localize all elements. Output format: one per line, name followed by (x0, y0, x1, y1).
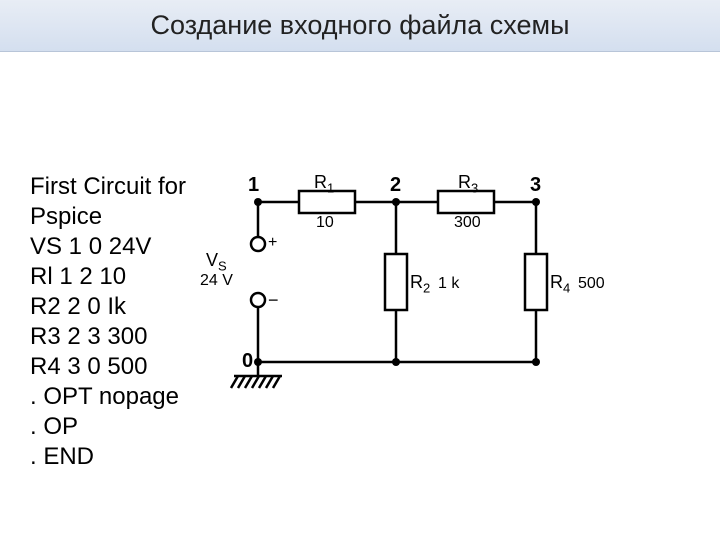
vs-plus: + (268, 234, 277, 252)
node-label-2: 2 (390, 174, 401, 197)
r4-sub: 4 (563, 281, 570, 296)
vs-minus: − (268, 290, 279, 311)
pspice-code-block: First Circuit for Pspice VS 1 0 24V Rl 1… (30, 172, 186, 472)
code-line: . END (30, 443, 94, 470)
code-line: VS 1 0 24V (30, 233, 151, 260)
content-area: First Circuit for Pspice VS 1 0 24V Rl 1… (0, 52, 720, 502)
code-line: Pspice (30, 203, 102, 230)
r1-name-text: R (314, 172, 327, 192)
code-line: . OPT nopage (30, 383, 179, 410)
r4-name: R4 (550, 272, 570, 296)
r1-value: 10 (316, 214, 334, 232)
circuit-svg (206, 172, 606, 432)
r2-name: R2 (410, 272, 430, 296)
code-line: . OP (30, 413, 78, 440)
vs-name-text: V (206, 250, 218, 270)
code-line: R2 2 0 Ik (30, 293, 126, 320)
r3-name: R3 (458, 172, 478, 196)
page-title: Создание входного файла схемы (151, 10, 570, 41)
circuit-diagram: 1 2 3 0 R1 10 R3 300 R2 1 k R4 500 VS 24… (206, 172, 606, 432)
r4-value: 500 (578, 275, 605, 293)
code-line: Rl 1 2 10 (30, 263, 126, 290)
r4-name-text: R (550, 272, 563, 292)
header-band: Создание входного файла схемы (0, 0, 720, 52)
r3-name-text: R (458, 172, 471, 192)
r1-name: R1 (314, 172, 334, 196)
r2-name-text: R (410, 272, 423, 292)
r3-sub: 3 (471, 181, 478, 196)
r3-value: 300 (454, 214, 481, 232)
node-label-3: 3 (530, 174, 541, 197)
r2-sub: 2 (423, 281, 430, 296)
node-label-1: 1 (248, 174, 259, 197)
code-line: R4 3 0 500 (30, 353, 147, 380)
vs-value: 24 V (200, 272, 233, 290)
r2-value: 1 k (438, 275, 459, 293)
vs-name: VS (206, 250, 227, 274)
code-line: R3 2 3 300 (30, 323, 147, 350)
node-label-0: 0 (242, 350, 253, 373)
code-line: First Circuit for (30, 173, 186, 200)
r1-sub: 1 (327, 181, 334, 196)
